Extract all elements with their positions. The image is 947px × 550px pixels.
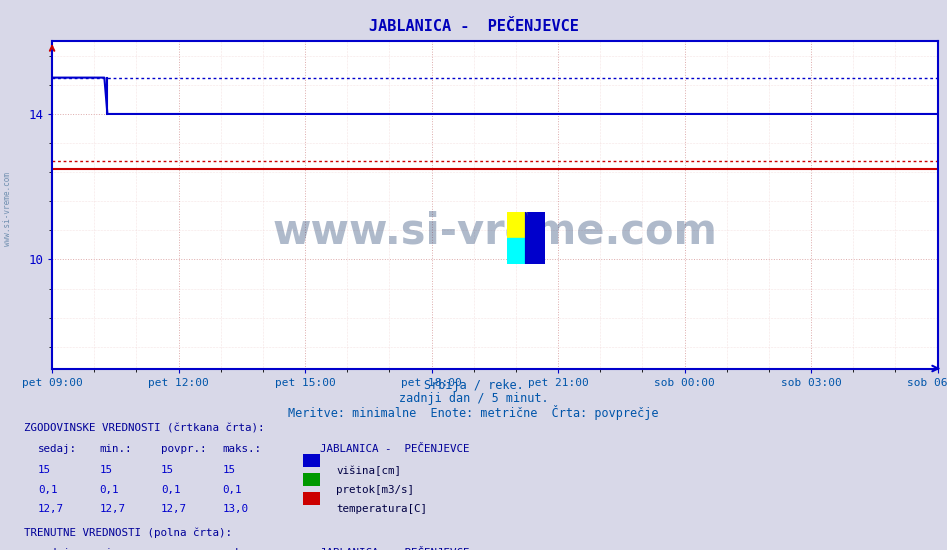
- Text: maks.:: maks.:: [223, 548, 261, 550]
- Text: TRENUTNE VREDNOSTI (polna črta):: TRENUTNE VREDNOSTI (polna črta):: [24, 527, 232, 538]
- Polygon shape: [526, 212, 545, 264]
- Bar: [507, 238, 526, 264]
- Text: 0,1: 0,1: [223, 485, 242, 494]
- Text: povpr.:: povpr.:: [161, 548, 206, 550]
- Text: JABLANICA -  PEČENJEVCE: JABLANICA - PEČENJEVCE: [320, 548, 470, 550]
- Text: 12,7: 12,7: [38, 504, 63, 514]
- Text: ZGODOVINSKE VREDNOSTI (črtkana črta):: ZGODOVINSKE VREDNOSTI (črtkana črta):: [24, 424, 264, 433]
- Text: 15: 15: [99, 465, 113, 475]
- Text: www.si-vreme.com: www.si-vreme.com: [273, 210, 717, 252]
- Text: min.:: min.:: [99, 548, 132, 550]
- Text: 15: 15: [223, 465, 236, 475]
- Text: višina[cm]: višina[cm]: [336, 465, 402, 476]
- Text: min.:: min.:: [99, 444, 132, 454]
- Text: www.si-vreme.com: www.si-vreme.com: [3, 172, 12, 246]
- Text: sedaj:: sedaj:: [38, 444, 77, 454]
- Text: povpr.:: povpr.:: [161, 444, 206, 454]
- Text: 15: 15: [38, 465, 51, 475]
- Text: 12,7: 12,7: [161, 504, 187, 514]
- Text: 12,7: 12,7: [99, 504, 125, 514]
- Text: JABLANICA -  PEČENJEVCE: JABLANICA - PEČENJEVCE: [320, 444, 470, 454]
- Text: pretok[m3/s]: pretok[m3/s]: [336, 485, 414, 494]
- Text: Srbija / reke.: Srbija / reke.: [423, 379, 524, 393]
- Text: sedaj:: sedaj:: [38, 548, 77, 550]
- Text: zadnji dan / 5 minut.: zadnji dan / 5 minut.: [399, 392, 548, 405]
- Text: 15: 15: [161, 465, 174, 475]
- Text: Meritve: minimalne  Enote: metrične  Črta: povprečje: Meritve: minimalne Enote: metrične Črta:…: [288, 405, 659, 420]
- Text: 0,1: 0,1: [38, 485, 58, 494]
- Text: temperatura[C]: temperatura[C]: [336, 504, 427, 514]
- Bar: [526, 212, 545, 264]
- Text: maks.:: maks.:: [223, 444, 261, 454]
- Bar: [507, 212, 526, 238]
- Text: 13,0: 13,0: [223, 504, 248, 514]
- Text: 0,1: 0,1: [161, 485, 181, 494]
- Text: 0,1: 0,1: [99, 485, 119, 494]
- Text: JABLANICA -  PEČENJEVCE: JABLANICA - PEČENJEVCE: [368, 19, 579, 34]
